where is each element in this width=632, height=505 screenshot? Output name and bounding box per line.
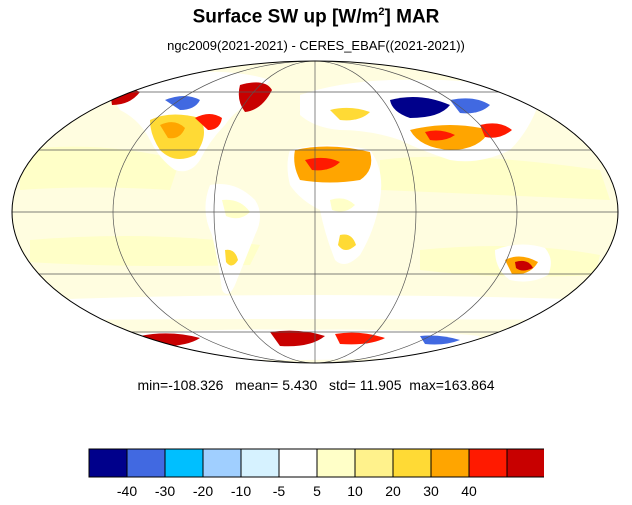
colorbar-swatch: [430, 448, 470, 478]
stat-std-label: std=: [328, 377, 356, 393]
colorbar-swatch: [392, 448, 432, 478]
world-map: [11, 60, 619, 364]
colorbar-swatch: [126, 448, 166, 478]
colorbar-swatch: [88, 448, 128, 478]
stat-mean: 5.430: [278, 377, 318, 393]
stat-min-label: min=: [137, 377, 169, 393]
greenland: [238, 82, 272, 112]
stat-mean-label: mean=: [235, 377, 279, 393]
colorbar: [88, 448, 544, 478]
title-superscript: 2: [378, 6, 385, 18]
colorbar-tick-label: -5: [272, 483, 286, 499]
colorbar-tick-label: -20: [192, 483, 214, 499]
stat-max-label: max=: [409, 377, 444, 393]
colorbar-swatch: [202, 448, 242, 478]
colorbar-swatch: [316, 448, 356, 478]
statistics-line: min=-108.326 mean= 5.430 std= 11.905 max…: [0, 377, 632, 393]
title-suffix: ] MAR: [384, 6, 440, 28]
stat-max: 163.864: [443, 377, 495, 393]
globe-outline: [11, 60, 619, 364]
title-prefix: Surface SW up [W/m: [192, 6, 379, 28]
colorbar-tick-label: 5: [313, 483, 321, 499]
colorbar-tick-label: -10: [230, 483, 252, 499]
colorbar-swatch: [354, 448, 394, 478]
colorbar-tick-label: 30: [423, 483, 439, 499]
colorbar-tick-label: 20: [385, 483, 401, 499]
colorbar-swatch: [468, 448, 508, 478]
map-title: Surface SW up [W/m2] MAR: [0, 6, 632, 28]
map-subtitle: ngc2009(2021-2021) - CERES_EBAF((2021-20…: [167, 38, 465, 53]
colorbar-swatch: [278, 448, 318, 478]
colorbar-tick-label: 10: [347, 483, 363, 499]
colorbar-swatch: [164, 448, 204, 478]
colorbar-swatch: [506, 448, 544, 478]
stat-std: 11.905: [355, 377, 402, 393]
stat-min: -108.326: [168, 377, 224, 393]
colorbar-tick-label: -40: [116, 483, 138, 499]
colorbar-swatch: [240, 448, 280, 478]
colorbar-tick-label: -30: [154, 483, 176, 499]
colorbar-tick-label: 40: [461, 483, 477, 499]
